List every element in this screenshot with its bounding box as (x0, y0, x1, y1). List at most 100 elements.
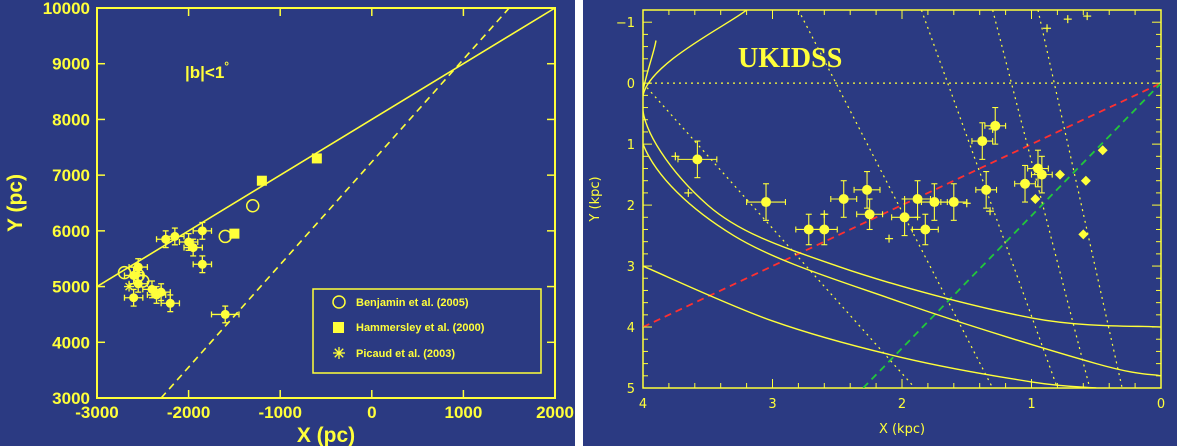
data-point-square (256, 175, 267, 186)
asterisk-stroke (125, 282, 134, 291)
y-tick-label: 4 (627, 321, 635, 336)
y-tick-label: 0 (627, 77, 635, 92)
y-tick-label: 1 (627, 138, 635, 153)
data-point (838, 194, 849, 204)
data-point-open-circle (117, 265, 132, 280)
dotted-line (797, 10, 994, 388)
legend-label-hammersley: Hammersley et al. (2000) (356, 322, 485, 334)
y-tick-label: 7000 (52, 166, 90, 185)
data-point (761, 197, 772, 208)
left-chart: -3000 -2000 -1000 0 1000 2000 3000 4000 5000 6000… (4, 0, 574, 446)
data-point (1020, 178, 1031, 189)
data-point (920, 224, 931, 235)
data-point-diamond (1097, 145, 1108, 156)
data-point-plus (986, 207, 995, 216)
asterisk-stroke (334, 348, 344, 358)
data-point-asterisk (133, 267, 144, 278)
data-point (129, 293, 139, 303)
x-tick-label: 4 (639, 397, 647, 412)
dotted-line (643, 82, 916, 388)
x-tick-label: -3000 (75, 403, 118, 422)
data-point-plus (962, 199, 971, 208)
data-point (156, 287, 166, 297)
data-point (220, 309, 230, 319)
dotted-line (992, 10, 1091, 388)
legend-open-circle-icon (332, 295, 346, 309)
data-point (170, 231, 180, 241)
data-point (1036, 169, 1047, 180)
data-point-plus (820, 210, 829, 219)
data-point-plus (684, 188, 693, 197)
legend-filled-square-icon (333, 322, 344, 333)
y-tick-label: 3 (627, 260, 635, 275)
legend-label-benjamin: Benjamin et al. (2005) (356, 297, 469, 309)
y-tick-label: 5 (627, 382, 635, 397)
dashed-line (160, 8, 510, 398)
right-y-axis-label: Y (kpc) (588, 176, 603, 222)
data-point (977, 136, 988, 147)
left-y-axis-label: Y (pc) (4, 174, 27, 232)
data-point (188, 243, 198, 253)
y-tick-label: 4000 (52, 333, 90, 352)
data-point-diamond (1054, 169, 1065, 180)
data-point (197, 259, 207, 269)
y-tick-label: −1 (616, 16, 635, 31)
left-plot-frame (96, 7, 556, 399)
data-point (981, 184, 992, 195)
legend-label-picaud: Picaud et al. (2003) (356, 348, 455, 360)
left-chart-panel: -3000 -2000 -1000 0 1000 2000 3000 4000 5000 6000… (0, 0, 575, 446)
data-point (948, 197, 959, 208)
curve (643, 265, 1097, 388)
legend-asterisk-icon (333, 347, 345, 359)
x-tick-label: -2000 (167, 403, 210, 422)
data-point-diamond (1080, 175, 1091, 186)
data-point (912, 194, 923, 204)
data-point-square (229, 228, 240, 239)
data-point (862, 184, 873, 195)
dotted-line (1037, 10, 1123, 388)
red-dashed-line (643, 82, 1161, 328)
y-tick-label: 6000 (52, 222, 90, 241)
right-annotation-ukidss: UKIDSS (738, 43, 842, 74)
data-point (864, 209, 875, 220)
right-x-axis-label: X (kpc) (879, 422, 925, 437)
dotted-line (920, 10, 1058, 388)
x-tick-label: 2 (898, 397, 906, 412)
data-point (929, 197, 940, 208)
data-point-square (311, 153, 322, 164)
left-x-axis-label: X (pc) (297, 424, 355, 446)
y-tick-label: 9000 (52, 55, 90, 74)
asterisk-stroke (134, 268, 143, 277)
data-point (165, 298, 175, 308)
data-point (899, 212, 910, 223)
data-point-open-circle (136, 274, 150, 288)
data-point-asterisk (124, 281, 135, 292)
data-point-plus (885, 234, 894, 243)
left-legend-box (312, 288, 542, 374)
curve (643, 40, 1161, 377)
data-point (197, 226, 207, 236)
x-tick-label: -1000 (258, 403, 301, 422)
green-dashed-line (862, 82, 1161, 388)
data-point-diamond (1030, 194, 1041, 204)
data-point-plus (671, 152, 680, 161)
y-tick-label: 3000 (52, 389, 90, 408)
x-tick-label: 0 (1157, 397, 1165, 412)
y-tick-label: 8000 (52, 110, 90, 129)
y-tick-label: 5000 (52, 278, 90, 297)
data-point (692, 154, 703, 165)
y-tick-label: 2 (627, 199, 635, 214)
data-point (819, 224, 830, 235)
x-tick-label: 1000 (444, 403, 482, 422)
left-legend: Benjamin et al. (2005) Hammersley et al.… (312, 288, 542, 374)
left-annotation: |b|<1° (185, 59, 229, 82)
data-point-plus (1063, 15, 1072, 24)
x-tick-label: 2000 (536, 403, 574, 422)
data-point-plus (1083, 12, 1092, 21)
x-tick-label: 1 (1027, 397, 1035, 412)
x-tick-label: 0 (367, 403, 376, 422)
data-point-open-circle (245, 199, 260, 213)
right-chart-panel: 4 3 2 1 0 −1 0 1 2 3 4 5 UKIDSS X (kpc) Y (kpc) (583, 0, 1177, 446)
data-point-plus (1043, 24, 1052, 33)
